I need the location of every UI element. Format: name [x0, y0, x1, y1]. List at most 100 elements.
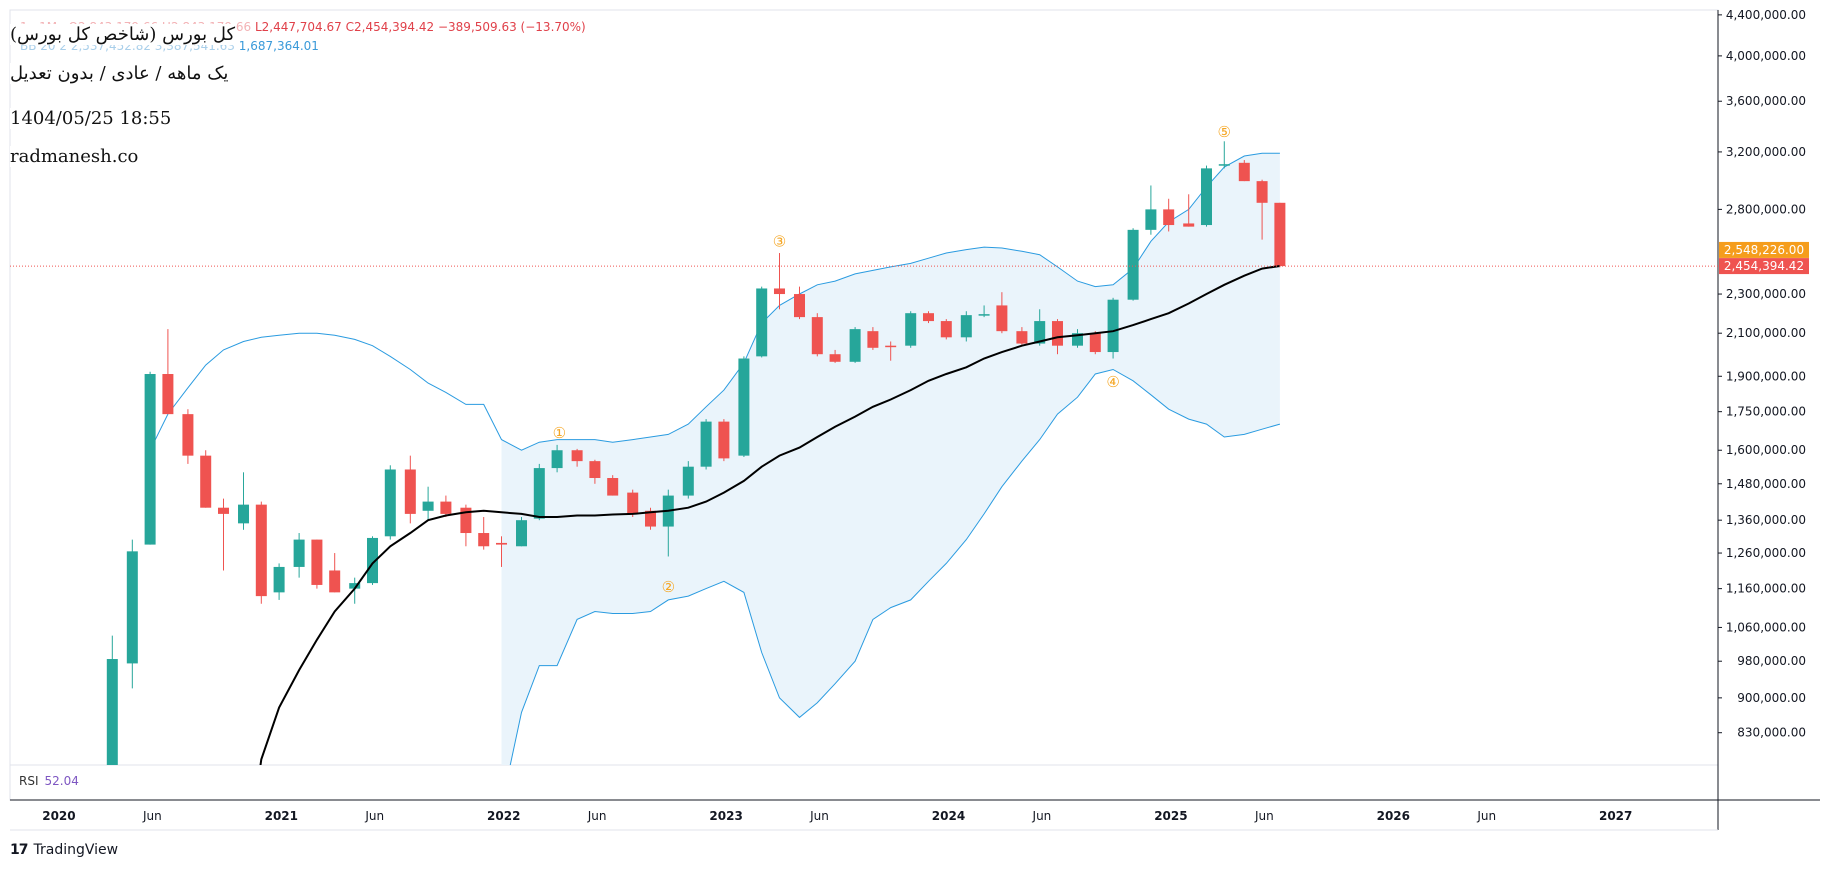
candle: [1145, 185, 1157, 235]
candle-body: [589, 461, 601, 479]
candle-body: [1089, 333, 1101, 353]
candle-body: [738, 358, 750, 456]
tradingview-brand[interactable]: 17 TradingView: [10, 842, 118, 858]
candle: [349, 577, 361, 604]
candle: [273, 563, 285, 600]
candle-body: [607, 478, 619, 496]
candle-body: [1238, 162, 1250, 182]
candle-body: [182, 414, 194, 456]
candle: [422, 486, 434, 521]
y-tick-label: 900,000.00: [1737, 691, 1806, 705]
candle: [384, 465, 396, 540]
candle: [885, 341, 897, 361]
candle-body: [1163, 209, 1175, 226]
website: radmanesh.co: [10, 146, 139, 167]
candle: [922, 311, 934, 324]
candle-body: [718, 421, 730, 459]
candle-body: [422, 501, 434, 511]
x-tick-label: 2024: [932, 809, 965, 823]
candle-body: [311, 539, 323, 585]
candle-body: [404, 469, 416, 514]
candle-body: [329, 570, 341, 593]
candle: [1107, 297, 1119, 359]
candle: [144, 371, 156, 545]
candle: [1238, 160, 1250, 182]
candle-body: [978, 314, 990, 316]
candle: [1200, 165, 1212, 227]
candle-body: [867, 331, 879, 348]
candle-body: [773, 288, 785, 295]
candle-body: [756, 288, 768, 357]
candle: [1218, 141, 1230, 169]
candle-body: [811, 317, 823, 355]
candle-body: [238, 504, 250, 524]
candle-body: [905, 313, 917, 346]
y-tick-label: 2,300,000.00: [1726, 287, 1806, 301]
y-tick-label: 2,100,000.00: [1726, 326, 1806, 340]
y-tick-label: 1,900,000.00: [1726, 369, 1806, 383]
candle-body: [478, 533, 490, 547]
candle-body: [367, 537, 379, 584]
ohlc-change: −389,509.63 (−13.70%): [437, 20, 586, 34]
candle: [478, 517, 490, 550]
x-tick-label: 2022: [487, 809, 520, 823]
y-tick-label: 4,000,000.00: [1726, 49, 1806, 63]
y-tick-label: 980,000.00: [1737, 654, 1806, 668]
price-tag-bg: [1719, 258, 1809, 275]
candle-body: [551, 450, 563, 469]
candle: [1089, 331, 1101, 355]
candle: [182, 409, 194, 464]
bollinger-lower-value: 1,687,364.01: [238, 39, 319, 53]
candle: [829, 349, 841, 363]
y-tick-label: 1,600,000.00: [1726, 443, 1806, 457]
candle-body: [1183, 223, 1195, 227]
bollinger-lower-line: [509, 368, 1281, 765]
candle: [367, 536, 379, 585]
candle: [794, 286, 806, 320]
candle-body: [1034, 321, 1046, 344]
candle-body: [460, 507, 472, 534]
candle: [905, 311, 917, 348]
candle-body: [1145, 209, 1157, 230]
price-tag: 2,548,226.00: [1719, 241, 1809, 258]
candle: [1256, 179, 1268, 240]
candle: [1034, 309, 1046, 346]
candle-body: [200, 455, 212, 508]
candle: [440, 495, 452, 518]
candle-body: [440, 501, 452, 514]
rsi-legend[interactable]: RSI 52.04: [19, 774, 79, 788]
candle: [773, 253, 785, 310]
x-tick-label: Jun: [142, 809, 162, 823]
index-settings: یک ماهه / عادی / بدون تعدیل: [10, 63, 229, 84]
price-tag: 2,454,394.42: [1719, 258, 1809, 275]
candle: [811, 313, 823, 357]
y-tick-label: 3,600,000.00: [1726, 94, 1806, 108]
candle: [162, 329, 174, 415]
candle: [571, 448, 583, 467]
y-tick-label: 3,200,000.00: [1726, 145, 1806, 159]
x-tick-label: 2026: [1377, 809, 1410, 823]
candle: [1274, 202, 1286, 268]
index-title: کل بورس (شاخص کل بورس): [10, 24, 236, 45]
candle: [404, 455, 416, 524]
candle-body: [645, 510, 656, 527]
candle: [311, 539, 323, 589]
candle: [682, 461, 694, 499]
candle-body: [829, 354, 841, 362]
x-tick-label: 2025: [1154, 809, 1187, 823]
candle: [255, 501, 267, 604]
candle: [533, 463, 545, 521]
bollinger-basis-line: [259, 265, 1281, 765]
candle: [1072, 329, 1083, 348]
candle-body: [162, 374, 174, 415]
candle: [516, 517, 528, 547]
candle-body: [293, 539, 305, 567]
y-tick-label: 1,160,000.00: [1726, 582, 1806, 596]
candle-body: [495, 542, 507, 545]
candle: [218, 498, 229, 571]
bollinger-band-fill: [501, 153, 1280, 765]
wave-marker: ②: [662, 578, 675, 596]
rsi-pane: [9, 764, 1719, 801]
candle: [495, 536, 507, 567]
